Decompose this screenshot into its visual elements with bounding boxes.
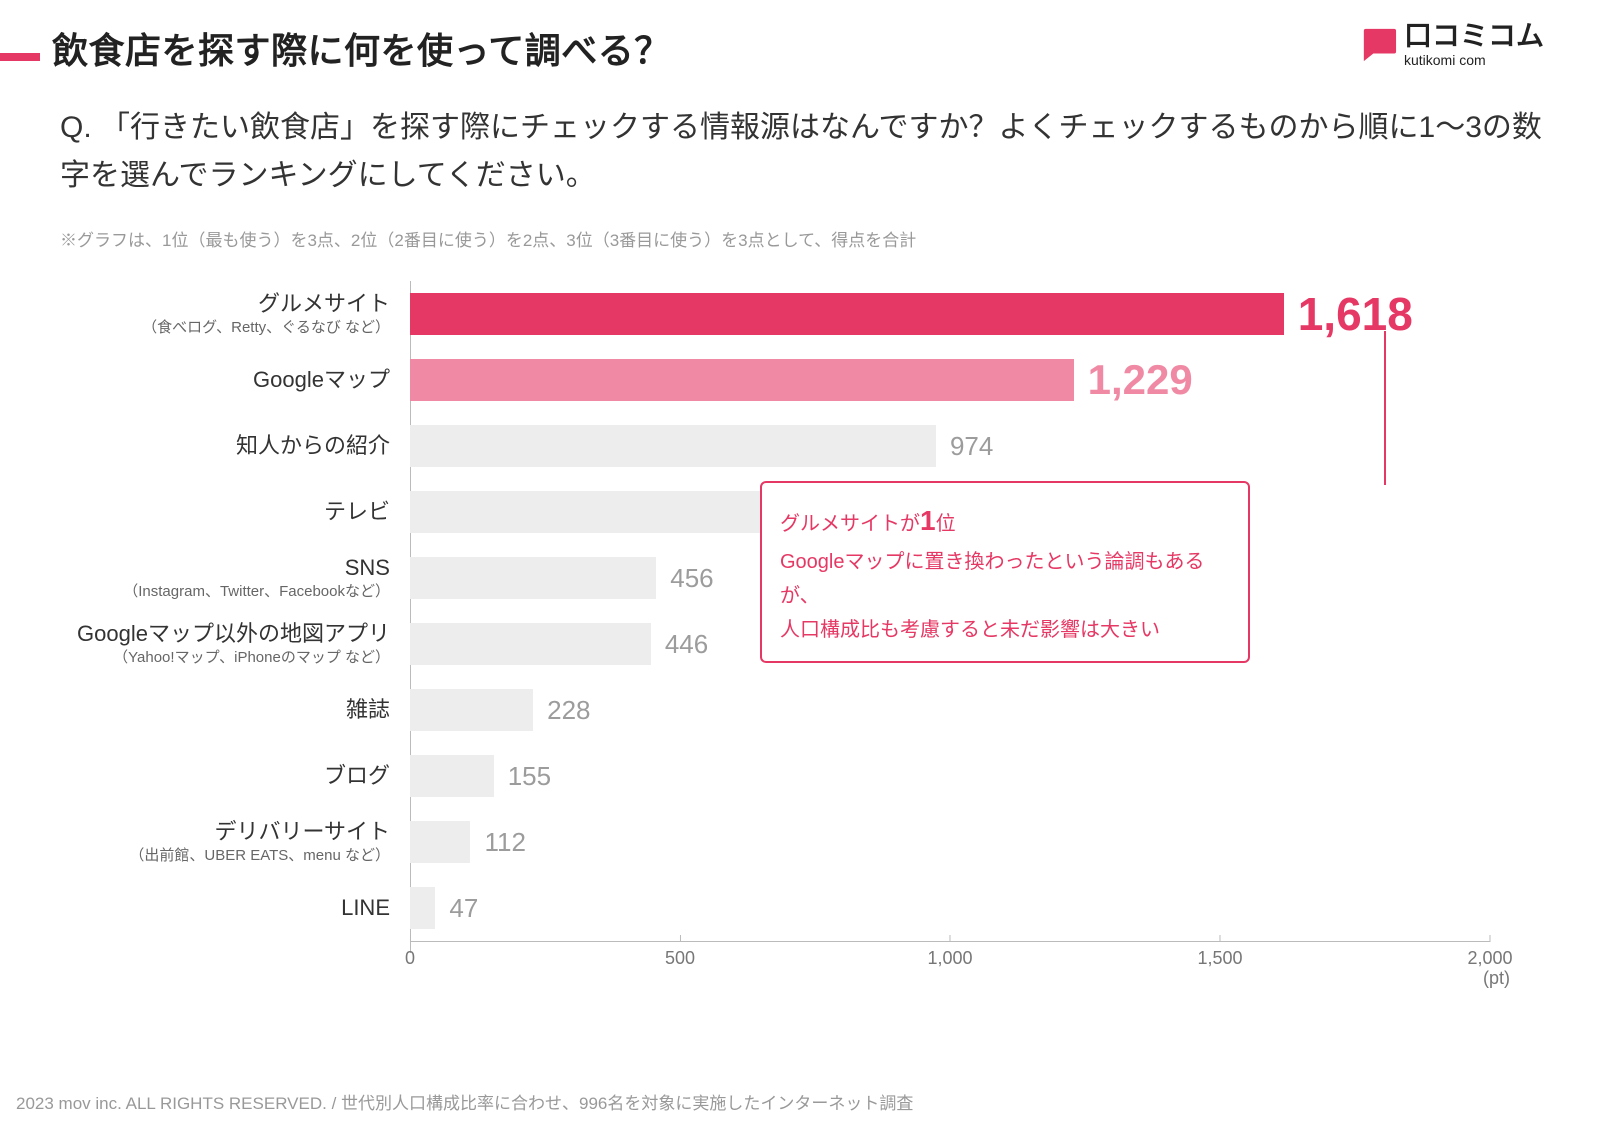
x-tick-mark: [1219, 935, 1220, 942]
bar-label: LINE: [60, 895, 390, 921]
logo-text-main: 口コミコム: [1404, 22, 1544, 50]
x-tick-label: 500: [665, 948, 695, 969]
bar-value: 1,229: [1088, 356, 1193, 404]
callout-connector: [1384, 331, 1386, 485]
bar-row: 雑誌228: [410, 677, 1490, 743]
callout-line2: Googleマップに置き換わったという論調もあるが、: [780, 545, 1230, 613]
bar-row: Googleマップ1,229: [410, 347, 1490, 413]
bar-value: 228: [547, 695, 590, 726]
x-axis: (pt) 05001,0001,5002,000: [410, 941, 1490, 989]
bar-value: 456: [670, 563, 713, 594]
bar-label-wrap: デリバリーサイト （出前館、UBER EATS、menu など）: [60, 819, 400, 865]
bar: [410, 491, 794, 533]
bar-row: 知人からの紹介974: [410, 413, 1490, 479]
bar-label: ブログ: [60, 763, 390, 789]
bar-label-wrap: グルメサイト （食べログ、Retty、ぐるなび など）: [60, 291, 400, 337]
question-text: Q. 「行きたい飲食店」を探す際にチェックする情報源はなんですか？よくチェックす…: [0, 74, 1600, 200]
bar-label: Googleマップ: [60, 367, 390, 393]
bar-label-wrap: ブログ: [60, 763, 400, 789]
x-tick: 1,500: [1197, 935, 1242, 969]
bar-row: デリバリーサイト（出前館、UBER EATS、menu など）112: [410, 809, 1490, 875]
callout-line1-big: 1: [920, 505, 936, 536]
chart-area: グルメサイト（食べログ、Retty、ぐるなび など）1,618Googleマップ…: [60, 281, 1544, 989]
bar-row: グルメサイト（食べログ、Retty、ぐるなび など）1,618: [410, 281, 1490, 347]
bar-label: 雑誌: [60, 697, 390, 723]
logo: 口コミコム kutikomi com: [1360, 22, 1544, 68]
bar-value: 1,618: [1298, 287, 1413, 341]
x-tick-mark: [679, 935, 680, 942]
x-tick-mark: [409, 935, 410, 942]
bar-value: 974: [950, 431, 993, 462]
bar-label-wrap: 知人からの紹介: [60, 433, 400, 459]
bar-value: 112: [484, 827, 525, 858]
bar-label: Googleマップ以外の地図アプリ: [60, 621, 390, 647]
bar-label: グルメサイト: [60, 291, 390, 317]
x-tick-mark: [949, 935, 950, 942]
bar-label-wrap: Googleマップ: [60, 367, 400, 393]
bar-label-wrap: テレビ: [60, 499, 400, 525]
x-axis-unit: (pt): [1483, 968, 1510, 989]
bar: [410, 293, 1284, 335]
x-tick-label: 1,000: [927, 948, 972, 969]
bar-track: 155: [410, 743, 1490, 809]
x-tick-label: 0: [405, 948, 415, 969]
logo-text-sub: kutikomi com: [1404, 52, 1544, 68]
page-title: 飲食店を探す際に何を使って調べる？: [52, 22, 671, 74]
callout-line1-prefix: グルメサイトが: [780, 513, 920, 535]
bar: [410, 359, 1074, 401]
x-tick-label: 2,000: [1467, 948, 1512, 969]
bar-label: 知人からの紹介: [60, 433, 390, 459]
scoring-note: ※グラフは、1位（最も使う）を3点、2位（2番目に使う）を2点、3位（3番目に使…: [0, 200, 1600, 251]
callout-box: グルメサイトが1位 Googleマップに置き換わったという論調もあるが、 人口構…: [760, 481, 1250, 663]
footer-text: 2023 mov inc. ALL RIGHTS RESERVED. / 世代別…: [16, 1089, 913, 1114]
bar: [410, 689, 533, 731]
bar-track: 228: [410, 677, 1490, 743]
bar-sublabel: （Yahoo!マップ、iPhoneのマップ など）: [60, 649, 390, 667]
x-tick: 0: [405, 935, 415, 969]
bar: [410, 557, 656, 599]
x-tick: 2,000: [1467, 935, 1512, 969]
bar-label: テレビ: [60, 499, 390, 525]
x-tick: 1,000: [927, 935, 972, 969]
speech-bubble-icon: [1360, 27, 1398, 63]
callout-line3: 人口構成比も考慮すると未だ影響は大きい: [780, 613, 1230, 647]
bar: [410, 821, 470, 863]
bar-row: ブログ155: [410, 743, 1490, 809]
bar: [410, 623, 651, 665]
bar-value: 155: [508, 761, 551, 792]
bar-sublabel: （食べログ、Retty、ぐるなび など）: [60, 319, 390, 337]
x-tick-label: 1,500: [1197, 948, 1242, 969]
bar-track: 112: [410, 809, 1490, 875]
bar-track: 47: [410, 875, 1490, 941]
bar: [410, 755, 494, 797]
bar-label-wrap: Googleマップ以外の地図アプリ （Yahoo!マップ、iPhoneのマップ な…: [60, 621, 400, 667]
callout-line1-suffix: 位: [936, 513, 956, 535]
bar-track: 974: [410, 413, 1490, 479]
bar-label: SNS: [60, 555, 390, 581]
bar-value: 446: [665, 629, 708, 660]
bar: [410, 425, 936, 467]
bar-track: 1,229: [410, 347, 1490, 413]
bar-label: デリバリーサイト: [60, 819, 390, 845]
bar-label-wrap: 雑誌: [60, 697, 400, 723]
x-tick: 500: [665, 935, 695, 969]
bar-value: 47: [449, 893, 478, 924]
bar-row: LINE47: [410, 875, 1490, 941]
bar-sublabel: （出前館、UBER EATS、menu など）: [60, 847, 390, 865]
bar-track: 1,618: [410, 281, 1490, 347]
bar-sublabel: （Instagram、Twitter、Facebookなど）: [60, 583, 390, 601]
x-tick-mark: [1489, 935, 1490, 942]
bar: [410, 887, 435, 929]
bar-label-wrap: LINE: [60, 895, 400, 921]
bar-label-wrap: SNS （Instagram、Twitter、Facebookなど）: [60, 555, 400, 601]
accent-bar: [0, 53, 40, 61]
